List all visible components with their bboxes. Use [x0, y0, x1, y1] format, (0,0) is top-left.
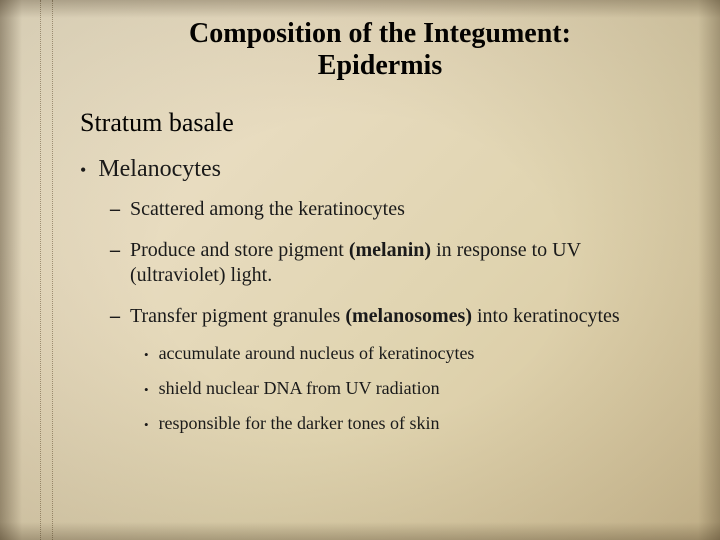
bullet-dot-icon: • — [144, 418, 149, 431]
lvl1-label: Melanocytes — [98, 156, 221, 183]
lvl1-item: • Melanocytes – Scattered among the kera… — [80, 156, 680, 434]
lvl3-text: shield nuclear DNA from UV radiation — [159, 378, 440, 399]
lvl2-text: Scattered among the keratinocytes — [130, 197, 405, 222]
lvl2-text: Produce and store pigment (melanin) in r… — [130, 238, 680, 288]
bullet-list-lvl2: – Scattered among the keratinocytes – Pr… — [80, 197, 680, 434]
bullet-list-lvl1: • Melanocytes – Scattered among the kera… — [80, 156, 680, 434]
lvl2-text: Transfer pigment granules (melanosomes) … — [130, 304, 620, 329]
lvl2-item: – Scattered among the keratinocytes — [110, 197, 680, 222]
bullet-list-lvl3: • accumulate around nucleus of keratinoc… — [110, 343, 680, 434]
slide-content: Composition of the Integument: Epidermis… — [0, 0, 720, 470]
dash-icon: – — [110, 197, 120, 222]
bullet-dot-icon: • — [80, 161, 86, 179]
edge-shadow — [0, 522, 720, 540]
subheading: Stratum basale — [80, 108, 680, 138]
dash-icon: – — [110, 304, 120, 329]
lvl3-text: responsible for the darker tones of skin — [159, 413, 440, 434]
lvl3-item: • accumulate around nucleus of keratinoc… — [144, 343, 680, 364]
dash-icon: – — [110, 238, 120, 263]
lvl3-item: • shield nuclear DNA from UV radiation — [144, 378, 680, 399]
slide-title: Composition of the Integument: Epidermis — [80, 18, 680, 82]
bullet-dot-icon: • — [144, 383, 149, 396]
lvl3-text: accumulate around nucleus of keratinocyt… — [159, 343, 475, 364]
lvl2-item: – Produce and store pigment (melanin) in… — [110, 238, 680, 288]
title-line-1: Composition of the Integument: — [189, 18, 571, 49]
lvl2-item: – Transfer pigment granules (melanosomes… — [110, 304, 680, 434]
lvl3-item: • responsible for the darker tones of sk… — [144, 413, 680, 434]
bullet-dot-icon: • — [144, 348, 149, 361]
title-line-2: Epidermis — [318, 50, 442, 81]
